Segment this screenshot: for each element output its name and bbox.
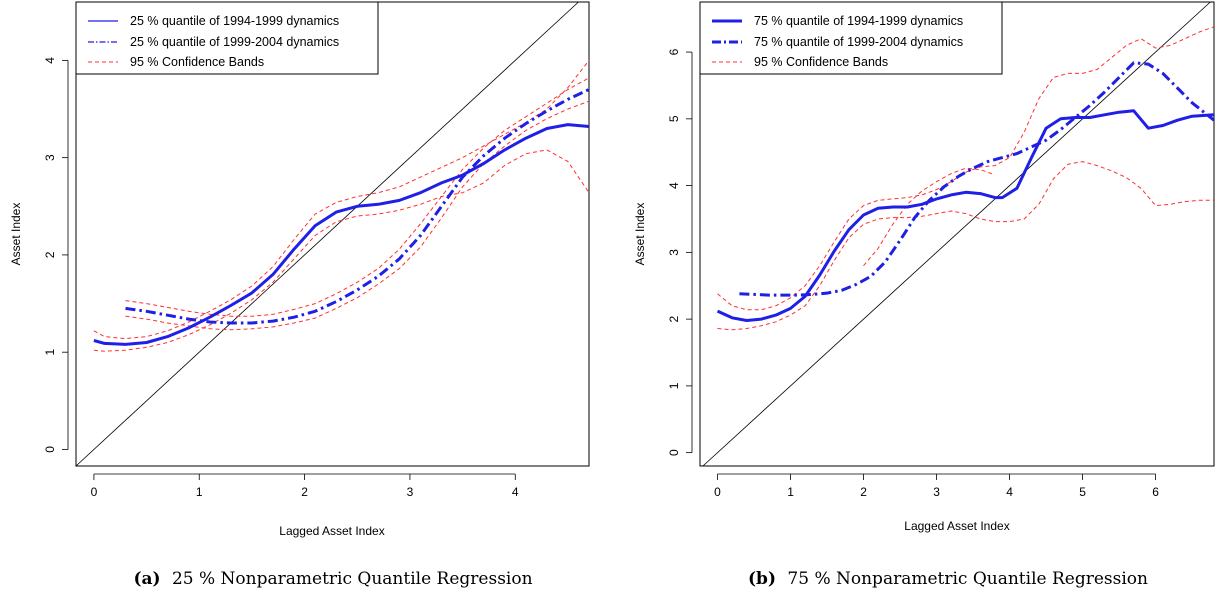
x-tick-label-a-2: 2 xyxy=(301,485,308,499)
chart-panel-b: 0 1 2 3 4 5 6 0 1 2 3 4 5 6 Lagged Asset Index Asset… xyxy=(633,1,1215,533)
caption-a-text: 25 % Nonparametric Quantile Regression xyxy=(172,569,533,589)
x-axis-label-a: Lagged Asset Index xyxy=(279,524,384,538)
series-line-a-5 xyxy=(125,100,590,331)
diagonal-reference-b xyxy=(702,1,1211,467)
x-tick-label-b-3: 3 xyxy=(933,485,940,499)
series-layer-a xyxy=(93,60,590,352)
legend-label-a-2: 95 % Confidence Bands xyxy=(130,55,264,69)
x-tick-label-a-3: 3 xyxy=(407,485,414,499)
y-tick-label-b-2: 2 xyxy=(667,315,681,322)
y-tick-label-b-5: 5 xyxy=(667,115,681,122)
legend-label-a-1: 25 % quantile of 1999-2004 dynamics xyxy=(130,35,339,49)
caption-b: (b) 75 % Nonparametric Quantile Regressi… xyxy=(748,569,1148,589)
legend-label-b-2: 95 % Confidence Bands xyxy=(754,55,888,69)
y-tick-label-b-4: 4 xyxy=(667,182,681,189)
series-layer-b xyxy=(716,26,1215,331)
x-axis-label-b: Lagged Asset Index xyxy=(904,519,1009,533)
chart-panel-a: 0 1 2 3 4 0 1 2 3 4 Lagged Asset Index Asset Ind… xyxy=(9,1,590,538)
caption-b-text: 75 % Nonparametric Quantile Regression xyxy=(787,569,1148,589)
y-axis-label-a: Asset Index xyxy=(9,203,23,266)
x-tick-label-b-4: 4 xyxy=(1006,485,1013,499)
caption-b-prefix: (b) xyxy=(748,569,776,589)
diagonal-reference-a xyxy=(75,1,579,467)
legend-box-b xyxy=(699,1,1003,75)
y-tick-label-b-1: 1 xyxy=(667,382,681,389)
legend-a: 25 % quantile of 1994-1999 dynamics 25 %… xyxy=(75,1,379,75)
y-tick-label-b-0: 0 xyxy=(667,449,681,456)
x-tick-label-b-5: 5 xyxy=(1079,485,1086,499)
x-axis-a: 0 1 2 3 4 xyxy=(91,473,519,499)
y-tick-label-b-3: 3 xyxy=(667,249,681,256)
legend-box-a xyxy=(75,1,379,75)
series-line-b-2 xyxy=(717,26,1215,311)
x-tick-label-b-6: 6 xyxy=(1152,485,1159,499)
y-axis-b: 0 1 2 3 4 5 6 xyxy=(667,48,693,456)
y-tick-label-b-6: 6 xyxy=(667,48,681,55)
y-axis-label-b: Asset Index xyxy=(633,203,647,266)
y-tick-label-a-1: 1 xyxy=(43,349,57,356)
y-tick-label-a-3: 3 xyxy=(43,154,57,161)
series-line-b-3 xyxy=(717,161,1214,331)
y-tick-label-a-2: 2 xyxy=(43,251,57,258)
x-tick-label-b-2: 2 xyxy=(860,485,867,499)
x-tick-label-b-1: 1 xyxy=(787,485,794,499)
y-tick-label-a-0: 0 xyxy=(43,446,57,453)
legend-b: 75 % quantile of 1994-1999 dynamics 75 %… xyxy=(699,1,1003,75)
reference-line-b xyxy=(702,1,1211,467)
series-line-a-2 xyxy=(93,60,590,340)
series-line-a-0 xyxy=(93,123,590,346)
reference-line-a xyxy=(75,1,579,467)
y-tick-label-a-4: 4 xyxy=(43,57,57,64)
x-tick-label-b-0: 0 xyxy=(714,485,721,499)
legend-label-b-1: 75 % quantile of 1999-2004 dynamics xyxy=(754,35,963,49)
series-line-b-1 xyxy=(739,61,1215,297)
series-line-a-3 xyxy=(93,149,590,352)
x-tick-label-a-1: 1 xyxy=(196,485,203,499)
x-tick-label-a-0: 0 xyxy=(91,485,98,499)
legend-label-a-0: 25 % quantile of 1994-1999 dynamics xyxy=(130,14,339,28)
series-line-b-4 xyxy=(863,167,996,267)
caption-a-prefix: (a) xyxy=(133,569,160,589)
x-tick-label-a-4: 4 xyxy=(512,485,519,499)
series-line-a-4 xyxy=(125,77,590,317)
series-line-b-0 xyxy=(716,109,1215,322)
legend-label-b-0: 75 % quantile of 1994-1999 dynamics xyxy=(754,14,963,28)
x-axis-b: 0 1 2 3 4 5 6 xyxy=(714,473,1159,499)
y-axis-a: 0 1 2 3 4 xyxy=(43,57,69,453)
caption-a: (a) 25 % Nonparametric Quantile Regressi… xyxy=(133,569,532,589)
